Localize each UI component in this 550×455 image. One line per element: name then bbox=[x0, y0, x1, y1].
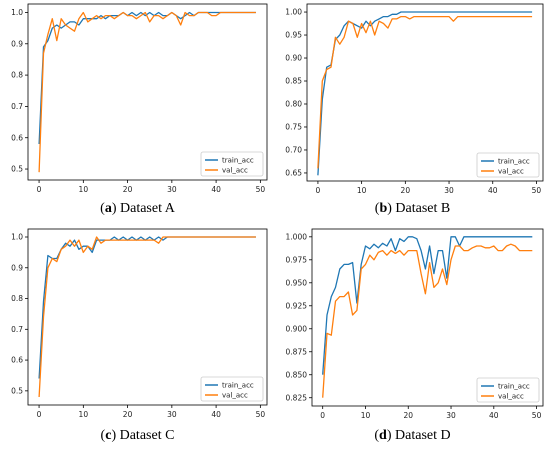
y-tick-label: 1.000 bbox=[286, 232, 308, 241]
y-tick-label: 1.0 bbox=[11, 8, 23, 17]
x-tick-label: 40 bbox=[489, 411, 499, 420]
legend: train_acc val_acc bbox=[200, 151, 264, 177]
y-tick-label: 0.850 bbox=[286, 370, 308, 379]
x-tick-label: 0 bbox=[37, 410, 42, 419]
series-line-val-acc bbox=[38, 11, 256, 173]
y-tick-label: 0.85 bbox=[285, 77, 302, 86]
y-tick-label: 0.65 bbox=[285, 169, 302, 178]
x-tick-label: 30 bbox=[167, 410, 177, 419]
plot-frame bbox=[27, 3, 268, 181]
y-tick-label: 0.75 bbox=[285, 123, 302, 132]
x-tick-label: 20 bbox=[403, 411, 413, 420]
x-tick-label: 10 bbox=[79, 185, 89, 194]
caption-a: (a) Dataset A bbox=[100, 201, 175, 216]
legend-label-train-acc: train_acc bbox=[498, 158, 530, 166]
y-tick-label: 0.825 bbox=[286, 393, 308, 402]
legend-label-val-acc: val_acc bbox=[222, 392, 248, 400]
x-tick-label: 20 bbox=[401, 186, 411, 195]
series-line-val-acc bbox=[322, 243, 533, 398]
legend-label-val-acc: val_acc bbox=[498, 393, 524, 401]
y-tick-label: 0.9 bbox=[11, 263, 23, 272]
caption-b: (b) Dataset B bbox=[374, 201, 451, 216]
series-line-train-acc bbox=[317, 11, 533, 176]
y-tick-label: 0.9 bbox=[11, 39, 23, 48]
chart-a: 0 10 20 30 40 50 0.5 0.6 0.7 0.8 0.9 1.0 train_accva… bbox=[11, 3, 268, 194]
plot-frame bbox=[306, 3, 544, 182]
series-line-train-acc bbox=[322, 236, 533, 375]
series-line-val-acc bbox=[38, 236, 256, 398]
x-tick-label: 10 bbox=[361, 411, 371, 420]
legend-label-train-acc: train_acc bbox=[222, 157, 254, 165]
caption-c: (c) Dataset C bbox=[100, 428, 175, 443]
y-tick-label: 0.975 bbox=[286, 255, 308, 264]
legend-label-train-acc: train_acc bbox=[498, 383, 530, 391]
y-tick-label: 0.90 bbox=[285, 54, 302, 63]
caption-d: (d) Dataset D bbox=[374, 428, 451, 443]
plot-frame bbox=[311, 228, 544, 407]
y-tick-label: 0.925 bbox=[286, 301, 308, 310]
y-tick-label: 0.6 bbox=[11, 133, 23, 142]
series-line-val-acc bbox=[317, 15, 533, 169]
series-line-train-acc bbox=[38, 11, 256, 145]
y-tick-label: 0.875 bbox=[286, 347, 308, 356]
x-tick-label: 50 bbox=[256, 410, 266, 419]
x-tick-label: 30 bbox=[167, 185, 177, 194]
y-tick-label: 0.7 bbox=[11, 102, 23, 111]
x-tick-label: 0 bbox=[316, 186, 321, 195]
x-tick-label: 20 bbox=[123, 185, 133, 194]
y-tick-label: 0.6 bbox=[11, 356, 23, 365]
x-tick-label: 40 bbox=[488, 186, 498, 195]
x-tick-label: 20 bbox=[123, 410, 133, 419]
x-tick-label: 10 bbox=[79, 410, 89, 419]
legend-label-val-acc: val_acc bbox=[222, 167, 248, 175]
chart-b: 0 10 20 30 40 50 0.65 0.70 0.75 0.80 0.85 0.90 0.95 1… bbox=[285, 3, 544, 195]
y-tick-label: 0.5 bbox=[11, 165, 23, 174]
legend-label-train-acc: train_acc bbox=[222, 382, 254, 390]
y-tick-label: 0.950 bbox=[286, 278, 308, 287]
legend: train_acc val_acc bbox=[476, 152, 540, 178]
series-line-train-acc bbox=[38, 236, 256, 379]
y-tick-label: 1.0 bbox=[11, 233, 23, 242]
x-tick-label: 40 bbox=[211, 410, 221, 419]
y-tick-label: 0.8 bbox=[11, 294, 23, 303]
x-tick-label: 10 bbox=[357, 186, 367, 195]
y-tick-label: 0.80 bbox=[285, 100, 302, 109]
y-tick-label: 0.5 bbox=[11, 386, 23, 395]
x-tick-label: 30 bbox=[444, 186, 454, 195]
x-tick-label: 0 bbox=[320, 411, 325, 420]
legend: train_acc val_acc bbox=[476, 377, 540, 403]
plot-frame bbox=[27, 228, 268, 406]
y-tick-label: 0.95 bbox=[285, 31, 302, 40]
x-tick-label: 40 bbox=[211, 185, 221, 194]
chart-c: 0 10 20 30 40 50 0.5 0.6 0.7 0.8 0.9 1.0 train_accva… bbox=[11, 228, 268, 419]
y-tick-label: 0.900 bbox=[286, 324, 308, 333]
x-tick-label: 50 bbox=[532, 186, 542, 195]
x-tick-label: 50 bbox=[256, 185, 266, 194]
y-tick-label: 0.70 bbox=[285, 146, 302, 155]
x-tick-label: 30 bbox=[446, 411, 456, 420]
y-tick-label: 0.7 bbox=[11, 325, 23, 334]
x-tick-label: 50 bbox=[532, 411, 542, 420]
chart-d: 0 10 20 30 40 50 0.825 0.850 0.875 0.900 0.925 0.95… bbox=[286, 228, 544, 420]
legend: train_acc val_acc bbox=[200, 376, 264, 402]
y-tick-label: 0.8 bbox=[11, 71, 23, 80]
x-tick-label: 0 bbox=[37, 185, 42, 194]
legend-label-val-acc: val_acc bbox=[498, 168, 524, 176]
y-tick-label: 1.00 bbox=[285, 8, 302, 17]
